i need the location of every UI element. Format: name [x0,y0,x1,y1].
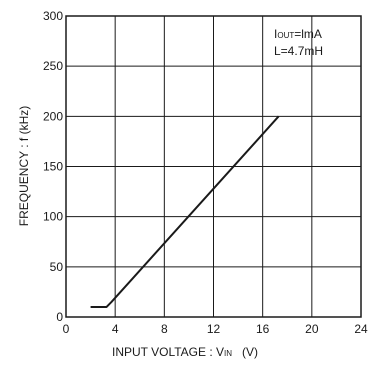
x-axis-title: INPUT VOLTAGE : VIN (V) [112,345,258,359]
annotation-iout-prefix: I [274,27,277,41]
grid-lines [66,16,361,317]
y-tick-labels: 0 50 100 150 200 250 300 [43,9,63,324]
y-axis-title: FREQUENCY : f (kHz) [17,106,31,226]
series-line [90,115,280,308]
y-tick-label: 200 [43,109,63,123]
annotation-iout-sub: OUT [277,31,294,40]
y-tick-label: 250 [43,59,63,73]
x-tick-label: 0 [63,322,70,336]
annotation-iout: IOUT=lmA [274,27,322,41]
annotation-inductance: L=4.7mH [274,44,323,58]
y-tick-label: 100 [43,210,63,224]
x-tick-label: 4 [112,322,119,336]
x-tick-label: 24 [354,322,368,336]
y-tick-label: 300 [43,9,63,23]
series-group [90,115,280,308]
x-axis-title-main: INPUT VOLTAGE : V [112,345,224,359]
y-tick-label: 50 [50,260,64,274]
x-tick-label: 8 [161,322,168,336]
x-axis-title-sub: IN [224,349,232,358]
x-tick-label: 12 [207,322,221,336]
y-tick-label: 0 [56,310,63,324]
y-tick-label: 150 [43,160,63,174]
annotation-iout-value: =lmA [294,27,322,41]
x-tick-labels: 0 4 8 12 16 20 24 [63,322,368,336]
plot-frame [65,15,362,318]
x-tick-label: 16 [256,322,270,336]
x-tick-label: 20 [305,322,319,336]
x-axis-title-unit: (V) [242,345,258,359]
